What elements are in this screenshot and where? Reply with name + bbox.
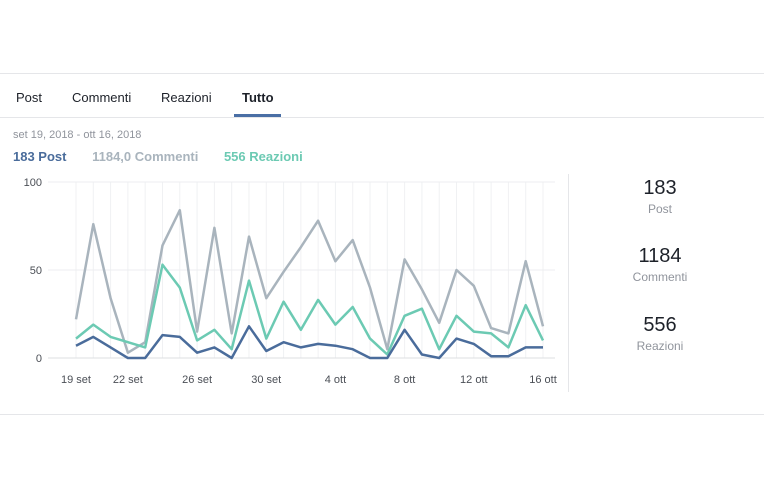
stat-reactions: 556 Reazioni [600, 314, 720, 353]
activity-line-chart: 0 50 100 19 set 22 set 26 set 30 set 4 ott 8 ott… [24, 177, 557, 386]
x-tick-label: 12 ott [460, 374, 488, 386]
comments-series-line [74, 208, 545, 354]
tab-reactions[interactable]: Reazioni [161, 90, 212, 105]
stat-post-label: Post [647, 202, 672, 216]
date-range: set 19, 2018 - ott 16, 2018 [13, 129, 142, 141]
y-tick-label: 100 [24, 177, 42, 189]
y-tick-label: 0 [36, 353, 42, 365]
active-tab-indicator [234, 114, 281, 117]
tab-post[interactable]: Post [16, 90, 43, 105]
x-tick-label: 19 set [61, 374, 91, 386]
stat-reactions-label: Reazioni [636, 339, 684, 353]
stat-comments-label: Commenti [632, 270, 688, 284]
stat-reactions-value: 556 [643, 314, 677, 336]
x-tick-label: 22 set [113, 374, 143, 386]
tab-comments[interactable]: Commenti [72, 90, 132, 105]
x-tick-label: 16 ott [529, 374, 557, 386]
x-tick-label: 30 set [251, 374, 281, 386]
reactions-series-line [75, 263, 545, 356]
x-tick-label: 8 ott [394, 374, 415, 386]
post-series-line [75, 325, 543, 360]
x-tick-label: 4 ott [325, 374, 346, 386]
x-tick-label: 26 set [182, 374, 212, 386]
stat-post-value: 183 [643, 177, 677, 199]
tab-all[interactable]: Tutto [242, 90, 274, 105]
total-reactions: 556 Reazioni [223, 149, 303, 164]
stat-comments: 1184 Commenti [600, 245, 720, 284]
stat-comments-value: 1184 [638, 245, 682, 267]
total-post: 183 Post [13, 149, 67, 164]
divider [568, 174, 569, 392]
totals-row: 183 Post 1184,0 Commenti 556 Reazioni [13, 149, 325, 164]
y-tick-label: 50 [30, 265, 42, 277]
total-comments: 1184,0 Commenti [92, 149, 199, 164]
tab-bar: Post Commenti Reazioni Tutto [0, 74, 764, 118]
stat-post: 183 Post [600, 177, 720, 216]
insights-panel: Post Commenti Reazioni Tutto set 19, 201… [0, 73, 764, 415]
